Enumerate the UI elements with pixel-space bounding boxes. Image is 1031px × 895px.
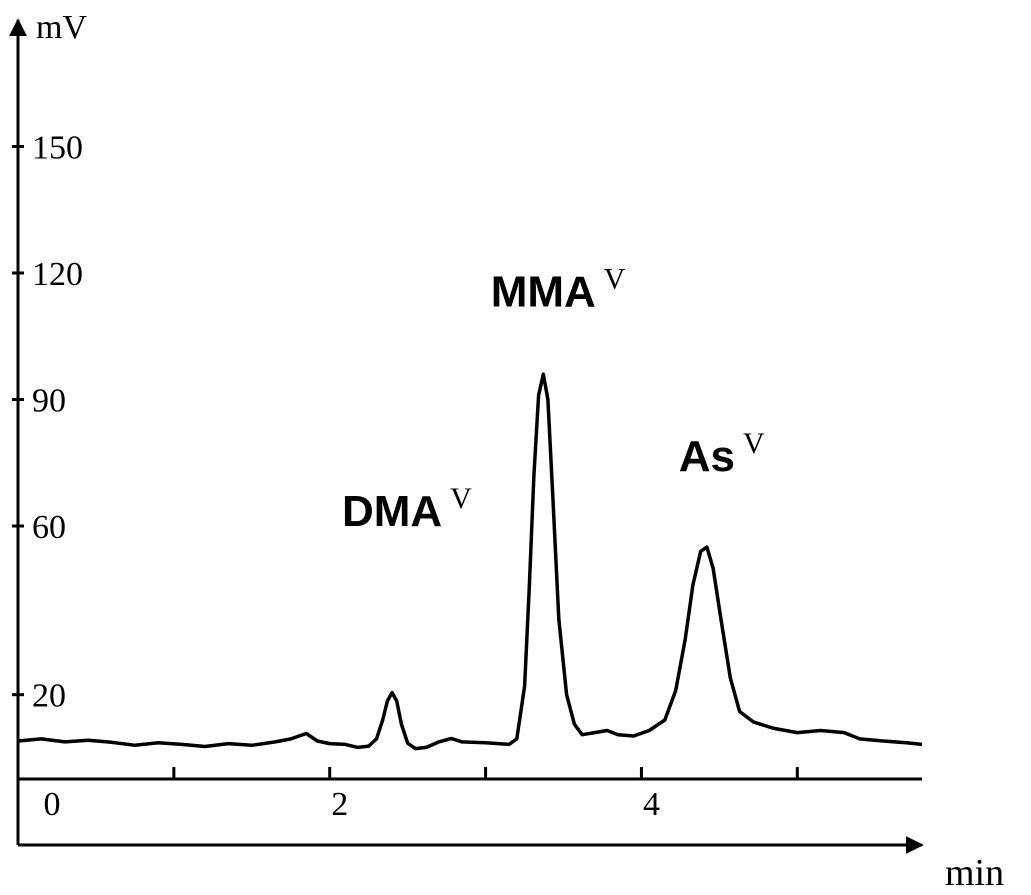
peak-label-superscript: V xyxy=(450,482,472,515)
peak-label: As V xyxy=(679,427,765,481)
y-tick-label: 120 xyxy=(32,256,83,293)
y-tick-label: 150 xyxy=(32,130,83,167)
peak-label-name: DMA xyxy=(342,487,442,536)
chromatogram-trace xyxy=(17,372,923,751)
y-tick-label: 60 xyxy=(32,509,66,546)
peak-label-superscript: V xyxy=(743,427,765,460)
x-tick-label: 4 xyxy=(643,786,660,823)
peak-label: DMA V xyxy=(342,482,472,536)
x-ticks: 0 2 4 xyxy=(44,767,799,823)
peak-label: MMA V xyxy=(491,263,626,317)
y-tick-label: 90 xyxy=(32,383,66,420)
peak-label-name: As xyxy=(679,432,735,481)
peak-label-name: MMA xyxy=(491,268,596,317)
peak-label-superscript: V xyxy=(604,263,626,296)
y-ticks: 20 60 90 120 150 xyxy=(12,130,83,715)
x-axis-label: min xyxy=(945,852,1004,894)
x-tick-label: 2 xyxy=(331,786,348,823)
y-tick-label: 20 xyxy=(32,678,66,715)
y-axis-label: mV xyxy=(36,9,87,46)
x-tick-label: 0 xyxy=(44,786,61,823)
series-layer xyxy=(17,372,923,751)
